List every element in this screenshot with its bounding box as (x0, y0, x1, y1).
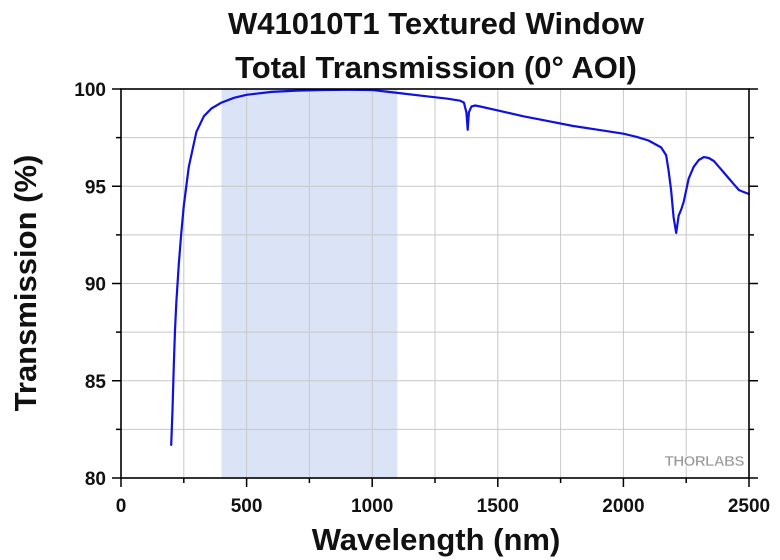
plot-frame (120, 88, 750, 479)
y-tick-label: 90 (85, 275, 106, 296)
chart-title-line-1: W41010T1 Textured Window (228, 6, 645, 41)
series-line-transmission (170, 88, 751, 446)
thorlabs-watermark: THORLABS (665, 453, 745, 470)
x-tick-label: 1500 (477, 496, 519, 517)
x-tick-label: 2500 (728, 496, 770, 517)
axis-ticks (112, 88, 758, 487)
series-group (170, 88, 751, 446)
x-tick-label: 1000 (351, 496, 393, 517)
thorlabs-logo: THORLABS (664, 453, 745, 470)
y-axis-label: Transmission (%) (8, 155, 43, 412)
grid-lines (121, 89, 749, 478)
x-tick-label: 500 (231, 496, 263, 517)
chart-title-line-2: Total Transmission (0° AOI) (235, 50, 637, 85)
x-tick-label: 2000 (602, 496, 644, 517)
y-tick-label: 80 (85, 469, 106, 490)
y-tick-label: 95 (85, 177, 107, 198)
x-axis-label: Wavelength (nm) (312, 522, 561, 557)
x-tick-labels: 0 500 1000 1500 2000 2500 (116, 496, 770, 517)
x-tick-label: 0 (116, 496, 127, 517)
y-tick-labels: 80 85 90 95 100 (74, 80, 106, 490)
y-tick-label: 85 (85, 372, 107, 393)
y-tick-label: 100 (74, 80, 106, 101)
